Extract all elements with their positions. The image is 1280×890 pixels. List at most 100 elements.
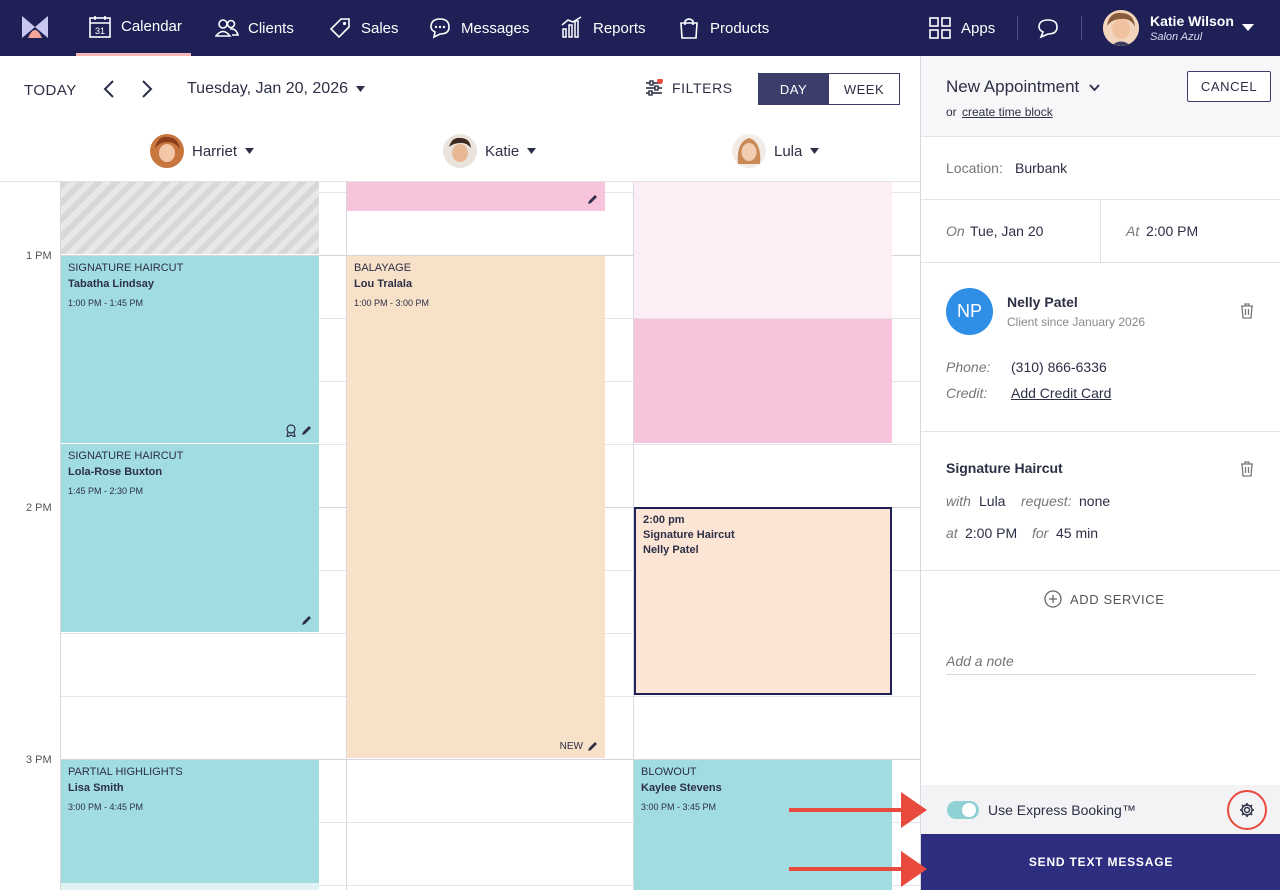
- client-initials: NP: [956, 301, 982, 321]
- appointment-service: Signature Haircut: [643, 529, 735, 541]
- request-value[interactable]: none: [1079, 493, 1111, 509]
- chevron-left-icon[interactable]: [103, 80, 115, 98]
- annotation-arrow: [789, 792, 927, 828]
- app-logo[interactable]: [22, 16, 48, 38]
- nav-sales[interactable]: Sales: [328, 0, 399, 56]
- caret-down-icon: [527, 148, 537, 154]
- tag-icon: [329, 18, 350, 39]
- shopping-bag-icon: [680, 18, 698, 39]
- staff-katie[interactable]: Katie: [443, 133, 537, 169]
- appointment-time: 3:00 PM - 3:45 PM: [641, 802, 717, 812]
- nav-reports[interactable]: Reports: [560, 0, 646, 56]
- nav-clients[interactable]: Clients: [215, 0, 294, 56]
- client-section: NP Nelly Patel Client since January 2026…: [921, 263, 1280, 432]
- appointment-icons: [301, 615, 312, 626]
- nav-clients-label: Clients: [248, 19, 294, 37]
- add-service-label: ADD SERVICE: [1070, 591, 1165, 607]
- week-view-toggle[interactable]: WEEK: [828, 73, 900, 105]
- appointment-client: Lola-Rose Buxton: [68, 466, 163, 478]
- blocked-time: [634, 319, 892, 443]
- edit-pencil-icon[interactable]: [587, 194, 598, 205]
- date-picker[interactable]: Tuesday, Jan 20, 2026: [187, 80, 365, 98]
- appointment-service: SIGNATURE HAIRCUT: [68, 262, 184, 274]
- appointment-service: PARTIAL HIGHLIGHTS: [68, 766, 183, 778]
- trash-icon[interactable]: [1240, 461, 1254, 477]
- nav-products-label: Products: [710, 19, 770, 37]
- user-salon: Salon Azul: [1150, 31, 1203, 43]
- with-value[interactable]: Lula: [979, 493, 1006, 509]
- award-ribbon-icon: [286, 424, 296, 437]
- nav-calendar-label: Calendar: [121, 18, 182, 35]
- clients-icon: [215, 19, 239, 37]
- express-booking-label: Use Express Booking™: [988, 802, 1136, 818]
- gear-icon: [1240, 803, 1254, 817]
- time-field[interactable]: At 2:00 PM: [1101, 200, 1280, 262]
- appointment-icons: [285, 424, 312, 437]
- filter-sliders-icon: [646, 79, 663, 96]
- nav-messages[interactable]: Messages: [428, 0, 529, 56]
- chat-bubble-icon: [430, 18, 450, 39]
- nav-apps[interactable]: Apps: [928, 0, 995, 56]
- client-name[interactable]: Nelly Patel: [1007, 294, 1078, 310]
- grid-line: [60, 885, 920, 886]
- create-time-block-link[interactable]: create time block: [962, 105, 1053, 119]
- request-label: request:: [1021, 493, 1072, 509]
- calendar-icon: 31: [89, 15, 111, 38]
- appointment-card[interactable]: PARTIAL HIGHLIGHTS Lisa Smith 3:00 PM - …: [61, 760, 319, 890]
- plus-circle-icon: [1044, 590, 1062, 608]
- appointment-time: 1:00 PM - 1:45 PM: [68, 298, 144, 308]
- appointment-card[interactable]: SIGNATURE HAIRCUT Lola-Rose Buxton 1:45 …: [61, 444, 319, 632]
- edit-pencil-icon[interactable]: [587, 741, 598, 752]
- appointment-card[interactable]: [347, 182, 605, 211]
- staff-avatar: [732, 134, 766, 168]
- apps-grid-icon: [929, 17, 951, 39]
- service-at-value[interactable]: 2:00 PM: [965, 525, 1018, 541]
- service-name[interactable]: Signature Haircut: [946, 460, 1063, 476]
- edit-pencil-icon[interactable]: [301, 425, 312, 436]
- new-appointment-panel: New Appointment or create time block CAN…: [920, 56, 1280, 890]
- today-button[interactable]: TODAY: [24, 82, 77, 99]
- express-settings-button[interactable]: [1227, 790, 1267, 830]
- date-field[interactable]: On Tue, Jan 20: [921, 200, 1101, 262]
- cancel-button[interactable]: CANCEL: [1187, 71, 1271, 102]
- note-input[interactable]: [946, 647, 1256, 675]
- time-label: 3 PM: [26, 754, 52, 766]
- express-booking-bar: Use Express Booking™: [921, 785, 1280, 834]
- grid-line: [60, 759, 920, 760]
- express-booking-toggle[interactable]: [947, 801, 979, 819]
- appointment-card-continued: [61, 883, 319, 890]
- service-at-label: at: [946, 525, 958, 541]
- appointment-time: 1:45 PM - 2:30 PM: [68, 486, 144, 496]
- nav-calendar[interactable]: 31 Calendar: [76, 0, 191, 56]
- client-avatar: NP: [946, 288, 993, 335]
- add-credit-card-link[interactable]: Add Credit Card: [1011, 385, 1112, 401]
- filters-button[interactable]: FILTERS: [645, 79, 733, 97]
- day-view-toggle[interactable]: DAY: [758, 73, 829, 105]
- appointment-type-dropdown[interactable]: New Appointment: [946, 77, 1100, 97]
- or-text: or: [946, 105, 957, 119]
- caret-down-icon: [356, 86, 365, 92]
- trash-icon[interactable]: [1240, 303, 1254, 319]
- appointment-time: 3:00 PM - 4:45 PM: [68, 802, 144, 812]
- nav-products[interactable]: Products: [677, 0, 769, 56]
- credit-label: Credit:: [946, 385, 988, 401]
- staff-lula[interactable]: Lula: [732, 133, 820, 169]
- new-appointment-slot[interactable]: 2:00 pm Signature Haircut Nelly Patel: [634, 507, 892, 695]
- appointment-card[interactable]: BALAYAGE Lou Tralala 1:00 PM - 3:00 PM N…: [347, 256, 605, 758]
- appointment-service: BALAYAGE: [354, 262, 412, 274]
- user-menu[interactable]: Katie Wilson Salon Azul: [1103, 10, 1263, 46]
- edit-pencil-icon[interactable]: [301, 615, 312, 626]
- location-section[interactable]: Location: Burbank: [921, 137, 1280, 200]
- add-service-button[interactable]: ADD SERVICE: [1044, 590, 1165, 608]
- appointment-card[interactable]: SIGNATURE HAIRCUT Tabatha Lindsay 1:00 P…: [61, 256, 319, 443]
- chat-button[interactable]: [1036, 0, 1060, 56]
- annotation-arrow: [789, 851, 927, 887]
- chevron-down-icon: [1089, 83, 1100, 91]
- send-text-message-button[interactable]: SEND TEXT MESSAGE: [921, 834, 1280, 890]
- chevron-right-icon[interactable]: [141, 80, 153, 98]
- toggle-knob: [962, 803, 976, 817]
- for-value[interactable]: 45 min: [1056, 525, 1099, 541]
- top-navigation-bar: 31 Calendar Clients Sales Messages Repor…: [0, 0, 1280, 56]
- staff-harriet[interactable]: Harriet: [150, 133, 255, 169]
- appointment-time: 1:00 PM - 3:00 PM: [354, 298, 430, 308]
